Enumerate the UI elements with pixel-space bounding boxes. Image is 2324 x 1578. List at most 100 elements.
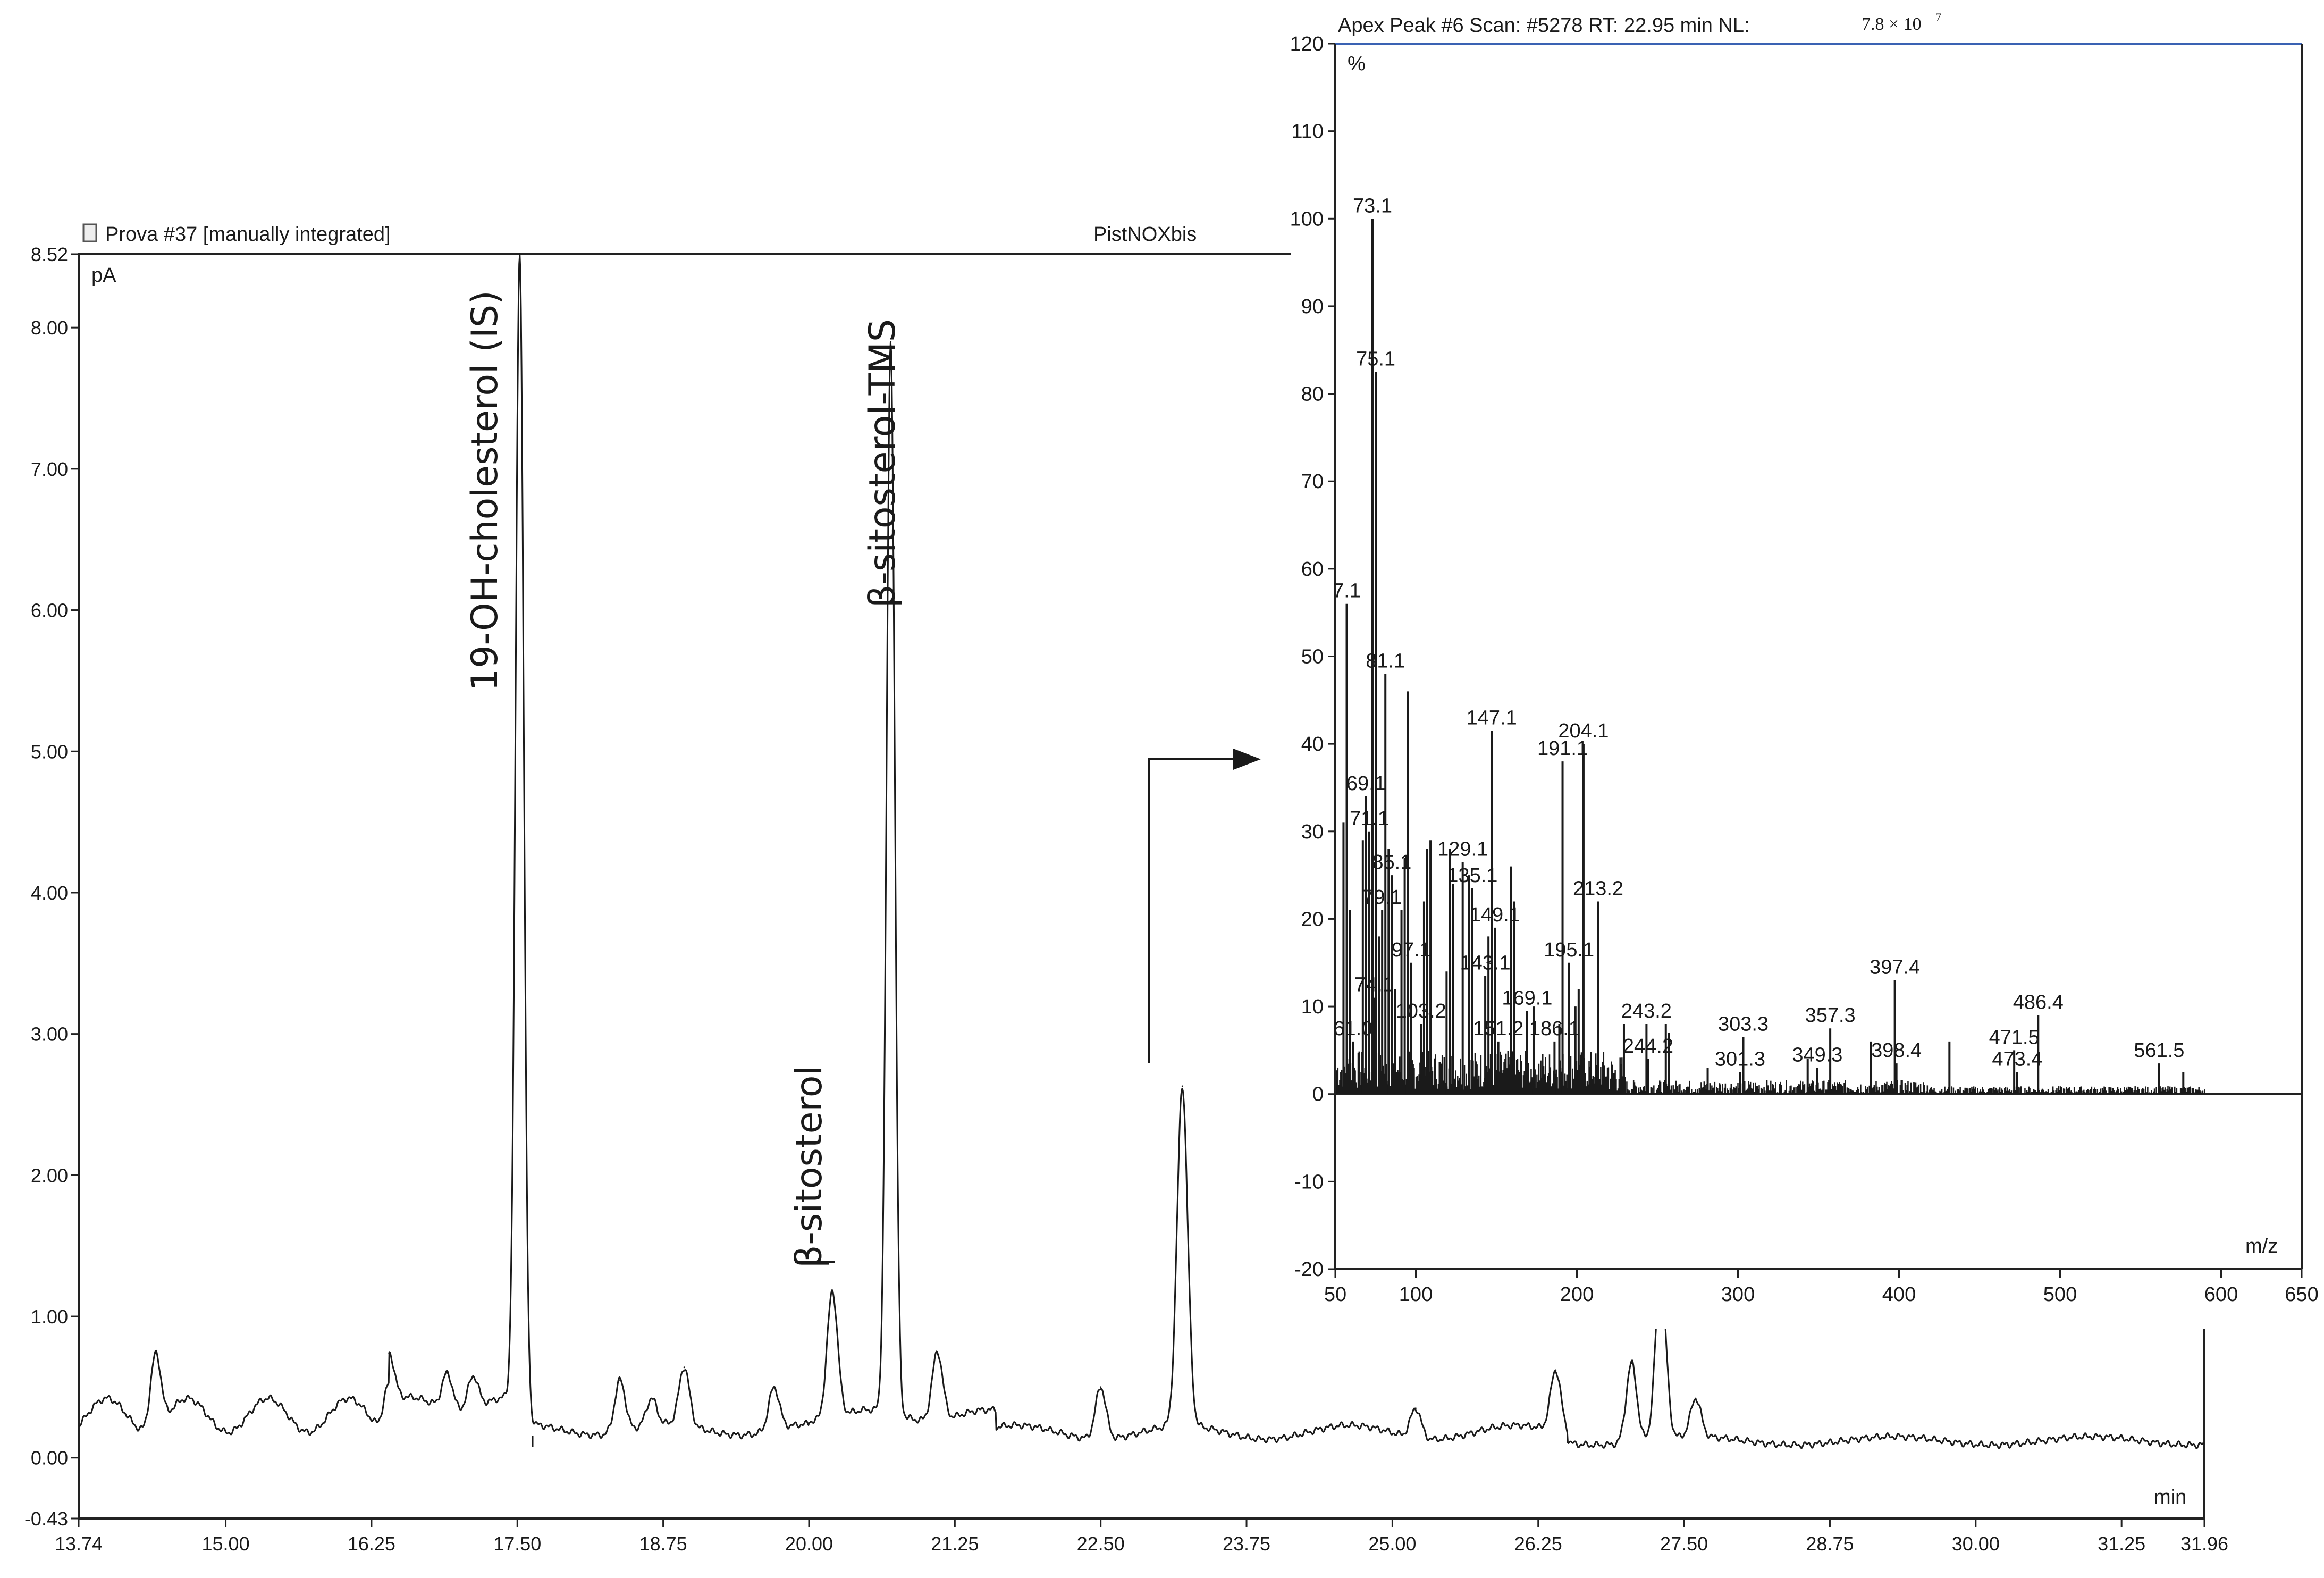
spectrum-nl-value: 7.8 × 10: [1862, 14, 1922, 34]
chromatogram-peak-apex: [1181, 1085, 1183, 1087]
annotation-beta-sitosterol-tms: β-sitosterol-TMS: [862, 319, 904, 608]
spectrum-y-tick-label: 20: [1301, 908, 1324, 930]
spectrum-peak-label: 169.1: [1502, 987, 1552, 1009]
chromatogram-peak-apex: [1414, 1407, 1417, 1409]
spectrum-x-tick-label: 50: [1324, 1283, 1346, 1306]
chromatogram-peak-apex: [683, 1366, 685, 1369]
spectrum-peak-label: 85.1: [1372, 851, 1411, 874]
chromatogram-peak-apex: [773, 1386, 775, 1388]
chromatogram-y-tick-label: 1.00: [31, 1306, 68, 1328]
spectrum-peak-label: 357.3: [1805, 1004, 1856, 1027]
chromatogram-y-ticks: 8.52 8.00 7.00 6.00 5.00 4.00 3.00 2.00 1.00 0.00…: [24, 244, 79, 1530]
spectrum-y-tick-label: 50: [1301, 646, 1324, 668]
spectrum-peak-label: 69.1: [1346, 773, 1386, 795]
chromatogram-x-tick-label: 31.96: [2180, 1533, 2228, 1555]
chromatogram: Prova #37 [manually integrated] PistNOXb…: [24, 223, 2228, 1555]
chromatogram-x-tick-label: 13.74: [55, 1533, 103, 1555]
chromatogram-peak-apex: [472, 1375, 474, 1377]
chromatogram-peak-apex: [1555, 1369, 1557, 1371]
spectrum-peak-label: 149.1: [1470, 904, 1520, 926]
chromatogram-peak-apex: [1100, 1386, 1102, 1388]
spectrum-panel: [1291, 0, 2324, 1329]
chromatogram-subtitle: PistNOXbis: [1093, 223, 1197, 246]
spectrum-x-tick-label: 600: [2204, 1283, 2238, 1306]
spectrum-peak-label: 129.1: [1437, 838, 1488, 860]
spectrum-nl-exponent: 7: [1935, 11, 1941, 24]
spectrum-peak-label: 243.2: [1621, 1000, 1672, 1022]
chromatogram-x-tick-label: 26.25: [1514, 1533, 1562, 1555]
spectrum-peak-label: 244.2: [1623, 1035, 1673, 1057]
chromatogram-x-tick-label: 30.00: [1952, 1533, 2000, 1555]
chromatogram-y-tick-label: 2.00: [31, 1164, 68, 1186]
chromatogram-y-tick-label: 8.52: [31, 244, 68, 265]
chromatogram-x-unit: min: [2154, 1486, 2186, 1508]
chromatogram-peak-markers: [155, 253, 1697, 1409]
spectrum-x-tick-label: 400: [1882, 1283, 1916, 1306]
spectrum-peak-label: 303.3: [1718, 1013, 1769, 1036]
spectrum-peak-label: 213.2: [1573, 878, 1623, 900]
spectrum-peak-label: 151.2: [1473, 1018, 1523, 1040]
chromatogram-peak-apex: [1630, 1362, 1632, 1364]
spectrum-peak-label: 204.1: [1558, 720, 1609, 742]
spectrum-x-tick-label: 200: [1560, 1283, 1594, 1306]
chromatogram-x-tick-label: 31.25: [2098, 1533, 2145, 1555]
peak-callout-arrowhead: [1233, 749, 1261, 770]
spectrum-peak-label: 473.4: [1992, 1048, 2042, 1071]
spectrum-y-tick-label: 60: [1301, 558, 1324, 581]
chromatogram-x-tick-label: 18.75: [639, 1533, 687, 1555]
chromatogram-y-tick-label: -0.43: [24, 1508, 68, 1530]
spectrum-peak-label: 75.1: [1356, 348, 1395, 370]
chromatogram-peak-apex: [1695, 1397, 1697, 1399]
spectrum-peak-label: 349.3: [1792, 1044, 1842, 1066]
spectrum-peak-label: 7.1: [1333, 580, 1361, 602]
chromatogram-y-unit: pA: [91, 264, 116, 287]
spectrum-peak-label: 81.1: [1366, 650, 1405, 672]
chromatogram-x-tick-label: 15.00: [202, 1533, 250, 1555]
spectrum-peak-label: 73.1: [1353, 195, 1392, 217]
spectrum-y-tick-label: 30: [1301, 821, 1324, 843]
spectrum-peak-label: 71.1: [1350, 808, 1389, 830]
spectrum-peak-label: 398.4: [1871, 1039, 1922, 1062]
spectrum-peak-labels: 73.1 75.1 7.1 81.1 69.1 71.1 85.1 79.1 97.1 74.1 6…: [1333, 195, 2184, 1070]
spectrum-y-tick-label: 110: [1291, 121, 1324, 143]
spectrum-peak-label: 486.4: [2013, 992, 2064, 1014]
spectrum-x-unit: m/z: [2245, 1235, 2278, 1257]
spectrum-y-tick-label: 120: [1290, 33, 1324, 55]
spectrum-x-tick-label: 500: [2043, 1283, 2077, 1306]
chromatogram-peak-apex: [447, 1372, 449, 1374]
chromatogram-x-tick-label: 21.25: [931, 1533, 979, 1555]
chromatogram-peak-apex: [155, 1352, 157, 1354]
chromatogram-peak-apex: [936, 1350, 938, 1353]
chromatogram-y-tick-label: 6.00: [31, 600, 68, 622]
chromatogram-y-tick-label: 8.00: [31, 317, 68, 339]
spectrum-y-tick-label: 10: [1301, 996, 1324, 1018]
spectrum-peak-label: 135.1: [1447, 864, 1497, 887]
spectrum-peak-label: 61.0: [1333, 1018, 1372, 1040]
spectrum-peak-label: 79.1: [1362, 886, 1402, 909]
chromatogram-x-tick-label: 25.00: [1368, 1533, 1416, 1555]
annotation-beta-sitosterol: β-sitosterol: [788, 1065, 830, 1268]
peak-callout-arrow-line: [1148, 758, 1234, 1063]
spectrum-y-tick-label: 100: [1290, 208, 1324, 230]
spectrum-peak-label: 103.2: [1396, 1000, 1446, 1022]
chromatogram-x-tick-label: 22.50: [1077, 1533, 1125, 1555]
spectrum-peak-label: 195.1: [1544, 939, 1594, 961]
spectrum-peaks: [1342, 219, 2185, 1094]
spectrum-y-unit: %: [1348, 53, 1366, 75]
chromatogram-y-tick-label: 5.00: [31, 741, 68, 762]
mass-spectrum: Apex Peak #6 Scan: #5278 RT: 22.95 min N…: [1290, 0, 2324, 1329]
chromatogram-file-icon: [82, 223, 97, 242]
spectrum-y-tick-label: 0: [1312, 1084, 1324, 1106]
chromatogram-trace: [78, 254, 2205, 1449]
annotation-19-oh-cholesterol: 19-OH-cholesterol (IS): [464, 290, 506, 691]
spectrum-x-ticks: 50 100 200 300 400 500 600 650: [1324, 1269, 2319, 1306]
chromatogram-peak-apex: [890, 341, 892, 343]
spectrum-peak-label: 191.1: [1537, 737, 1588, 760]
chromatogram-x-tick-label: 23.75: [1223, 1533, 1270, 1555]
spectrum-y-tick-label: 90: [1301, 296, 1324, 318]
spectrum-peak-label: 561.5: [2134, 1039, 2184, 1062]
spectrum-peak-label: 143.1: [1460, 952, 1511, 974]
chromatogram-peak-apex: [831, 1290, 833, 1292]
chromatogram-x-tick-label: 17.50: [493, 1533, 541, 1555]
